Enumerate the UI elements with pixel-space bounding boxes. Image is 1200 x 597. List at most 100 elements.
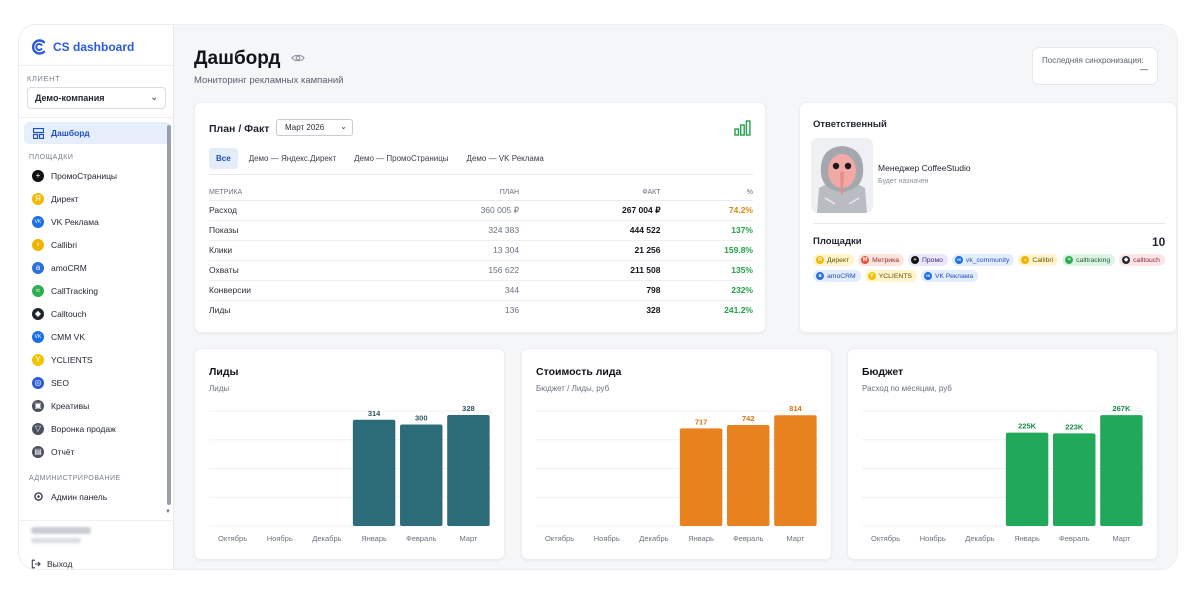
client-select-value: Демо-компания bbox=[35, 93, 105, 103]
bar[interactable] bbox=[774, 415, 817, 526]
month-select[interactable]: Март 2026 ⌄ bbox=[276, 119, 353, 136]
sidebar-item-dashboard[interactable]: Дашборд bbox=[24, 122, 171, 144]
platform-chip[interactable]: Y YCLIENTS bbox=[864, 270, 917, 282]
calltouch-icon: ◆ bbox=[32, 307, 44, 320]
x-tick-label: Март bbox=[786, 534, 805, 543]
x-tick-label: Февраль bbox=[406, 534, 437, 543]
metric-cell: Лиды bbox=[209, 305, 231, 316]
app-logo[interactable]: CS dashboard bbox=[31, 39, 134, 55]
data-label: 717 bbox=[695, 417, 708, 426]
platform-chip-label: YCLIENTS bbox=[878, 272, 912, 280]
dashboard-icon bbox=[32, 127, 44, 139]
platform-chip[interactable]: ≈ calltracking bbox=[1062, 254, 1116, 266]
leads-bar-chart: Октябрь Ноябрь Декабрь 314 Январь 300 Февраль 3… bbox=[209, 404, 492, 543]
platform-chip[interactable]: M Метрика bbox=[858, 254, 905, 266]
tab-campaign[interactable]: Демо — ПромоСтраницы bbox=[354, 154, 449, 163]
platform-chip[interactable]: + Промо bbox=[908, 254, 948, 266]
data-label: 814 bbox=[789, 404, 802, 413]
column-header-metric: МЕТРИКА bbox=[209, 185, 427, 201]
yclients-icon: Y bbox=[32, 353, 44, 366]
sidebar: CS dashboard КЛИЕНТ Демо-компания ⌄ Дашб… bbox=[19, 25, 174, 569]
bar[interactable] bbox=[1053, 433, 1096, 526]
x-tick-label: Ноябрь bbox=[267, 534, 293, 543]
user-name-blurred bbox=[31, 527, 91, 534]
platform-chip-label: calltracking bbox=[1076, 256, 1111, 264]
x-tick-label: Март bbox=[1112, 534, 1131, 543]
tab-campaign[interactable]: Демо — VK Реклама bbox=[466, 154, 544, 163]
sidebar-item-yclients[interactable]: Y YCLIENTS bbox=[24, 348, 171, 371]
tabs-divider bbox=[209, 174, 753, 175]
bar[interactable] bbox=[447, 415, 490, 526]
platform-icon: Я bbox=[816, 256, 824, 264]
responsible-card: Ответственный Менеджер CoffeeStudio Буде… bbox=[799, 102, 1177, 333]
percent-cell: 241.2% bbox=[724, 305, 753, 316]
sidebar-item-label: Директ bbox=[51, 193, 79, 204]
x-tick-label: Январь bbox=[1014, 534, 1040, 543]
platform-chip[interactable]: ıl Callibri bbox=[1018, 254, 1059, 266]
logout-label: Выход bbox=[47, 559, 73, 569]
table-row: Расход 360 005 ₽267 004 ₽74.2% bbox=[209, 200, 753, 221]
sidebar-item-seo[interactable]: ◎ SEO bbox=[24, 371, 171, 394]
sidebar-item-vk[interactable]: VK VK Реклама bbox=[24, 210, 171, 233]
platform-chip[interactable]: VK VK Реклама bbox=[920, 270, 979, 282]
scroll-down-icon[interactable]: ▼ bbox=[165, 509, 171, 515]
platform-icon: VK bbox=[954, 256, 963, 264]
sidebar-item-funnel[interactable]: ▽ Воронка продаж bbox=[24, 417, 171, 440]
bar-chart-icon[interactable] bbox=[734, 120, 751, 136]
sidebar-item-cmm-vk[interactable]: VK CMM VK bbox=[24, 325, 171, 348]
bar[interactable] bbox=[1100, 415, 1143, 526]
bar[interactable] bbox=[727, 425, 770, 526]
data-label: 300 bbox=[415, 414, 428, 423]
sidebar-item-label: Креативы bbox=[51, 400, 90, 411]
tab-campaign[interactable]: Все bbox=[209, 148, 238, 169]
platform-chip[interactable]: VK vk_community bbox=[951, 254, 1015, 266]
app-frame: CS dashboard КЛИЕНТ Демо-компания ⌄ Дашб… bbox=[18, 24, 1178, 570]
data-label: 225K bbox=[1018, 422, 1037, 431]
plan-cell: 156 622 bbox=[426, 260, 520, 281]
promo-icon: + bbox=[32, 169, 44, 182]
platform-chip-label: amoCRM bbox=[827, 272, 856, 280]
data-label: 223K bbox=[1065, 422, 1084, 431]
sidebar-item-admin[interactable]: Админ панель bbox=[24, 485, 171, 508]
bar[interactable] bbox=[400, 424, 443, 526]
sidebar-item-image[interactable]: ▣ Креативы bbox=[24, 394, 171, 417]
manager-note: Будет назначен bbox=[878, 178, 929, 185]
sidebar-item-label: ПромоСтраницы bbox=[51, 170, 118, 181]
chart-title: Стоимость лида bbox=[536, 366, 622, 378]
chart-title: Лиды bbox=[209, 366, 239, 378]
sidebar-scrollbar[interactable] bbox=[167, 125, 171, 505]
platform-icon: ıl bbox=[1021, 256, 1030, 264]
funnel-icon: ▽ bbox=[32, 422, 44, 435]
sidebar-item-report[interactable]: ▤ Отчёт bbox=[24, 440, 171, 463]
eye-icon[interactable] bbox=[291, 53, 305, 63]
bar[interactable] bbox=[352, 419, 396, 526]
sidebar-item-calltouch[interactable]: ◆ Calltouch bbox=[24, 302, 171, 325]
logout-button[interactable]: Выход bbox=[31, 559, 72, 569]
user-profile[interactable] bbox=[31, 527, 91, 543]
client-select[interactable]: Демо-компания ⌄ bbox=[27, 87, 166, 109]
table-row: Охваты 156 622 211 508 135% bbox=[209, 260, 753, 281]
tab-campaign[interactable]: Демо — Яндекс.Директ bbox=[248, 154, 337, 163]
platform-chip[interactable]: Я Директ bbox=[813, 254, 855, 266]
platform-chip[interactable]: a amoCRM bbox=[813, 270, 861, 282]
leads-chart-card: Лиды Лиды Октябрь Ноябрь Декабрь 314 Январь 3… bbox=[194, 348, 505, 560]
sidebar-divider bbox=[19, 65, 173, 66]
sidebar-item-direct[interactable]: Я Директ bbox=[24, 187, 171, 210]
budget-chart-card: Бюджет Расход по месяцам, руб Октябрь Ноя… bbox=[847, 348, 1158, 560]
x-tick-label: Ноябрь bbox=[594, 534, 620, 543]
data-label: 314 bbox=[368, 409, 381, 418]
bar[interactable] bbox=[679, 428, 723, 526]
platform-chip[interactable]: ◆ calltouch bbox=[1119, 254, 1165, 266]
manager-name: Менеджер CoffeeStudio bbox=[878, 163, 971, 173]
sidebar-item-label: SEO bbox=[51, 377, 69, 388]
sidebar-item-callibri[interactable]: ıl Callibri bbox=[24, 233, 171, 256]
admin-section-label: АДМИНИСТРИРОВАНИЕ bbox=[29, 474, 121, 482]
sidebar-item-calltracking[interactable]: ≈ CallTracking bbox=[24, 279, 171, 302]
sidebar-item-amocrm[interactable]: a amoCRM bbox=[24, 256, 171, 279]
calltracking-icon: ≈ bbox=[32, 284, 44, 297]
x-tick-label: Октябрь bbox=[545, 534, 574, 543]
percent-cell: 135% bbox=[660, 260, 753, 281]
direct-icon: Я bbox=[32, 192, 44, 205]
bar[interactable] bbox=[1005, 432, 1049, 526]
sidebar-item-promo[interactable]: + ПромоСтраницы bbox=[24, 164, 171, 187]
